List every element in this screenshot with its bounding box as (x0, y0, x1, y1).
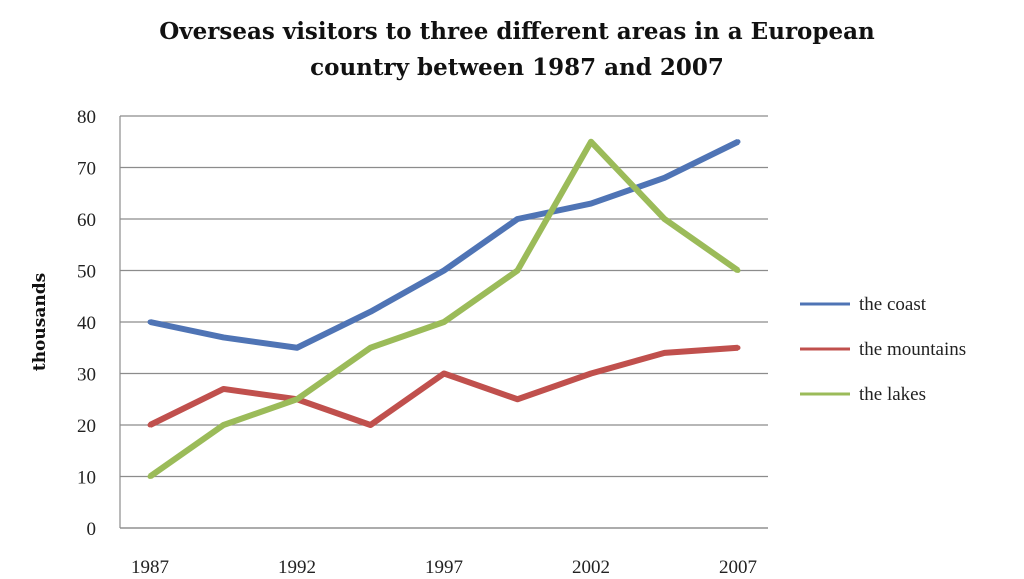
y-tick-label: 10 (77, 468, 96, 489)
data-point-the-lakes (441, 319, 447, 325)
data-point-the-lakes (662, 216, 667, 222)
x-tick-label: 1992 (278, 557, 316, 578)
data-point-the-lakes (221, 422, 226, 428)
y-tick-label: 40 (77, 313, 96, 334)
legend-label-the-coast: the coast (859, 294, 927, 315)
data-point-the-mountains (368, 422, 373, 428)
data-point-the-lakes (515, 268, 520, 273)
data-point-the-coast (147, 319, 153, 325)
y-tick-label: 80 (77, 107, 96, 128)
x-tick-label: 2007 (719, 557, 757, 578)
data-point-the-coast (221, 334, 226, 340)
data-point-the-lakes (294, 396, 300, 402)
data-point-the-coast (294, 345, 300, 351)
y-axis-label: thousands (30, 273, 50, 371)
chart-title-line-1: Overseas visitors to three different are… (159, 18, 875, 45)
data-point-the-coast (662, 175, 667, 181)
y-tick-label: 30 (77, 365, 96, 386)
data-point-the-coast (515, 216, 520, 222)
x-tick-label: 1987 (131, 557, 169, 578)
data-point-the-coast (441, 268, 447, 273)
data-point-the-coast (588, 201, 594, 207)
data-point-the-mountains (221, 386, 226, 392)
x-tick-label: 1997 (425, 557, 463, 578)
data-point-the-coast (368, 309, 373, 315)
y-tick-label: 0 (87, 519, 97, 540)
data-point-the-lakes (735, 268, 741, 273)
legend-label-the-lakes: the lakes (859, 384, 926, 405)
data-point-the-lakes (147, 474, 153, 479)
data-point-the-coast (735, 139, 741, 145)
data-point-the-mountains (662, 350, 667, 356)
data-point-the-mountains (441, 371, 447, 376)
data-point-the-mountains (515, 396, 520, 402)
data-point-the-mountains (588, 371, 594, 376)
x-tick-label: 2002 (572, 557, 610, 578)
legend-label-the-mountains: the mountains (859, 339, 966, 360)
data-point-the-mountains (735, 345, 741, 351)
series-line-the-lakes (148, 138, 740, 479)
y-tick-label: 70 (77, 159, 96, 180)
y-tick-label: 60 (77, 210, 96, 231)
chart-title-line-2: country between 1987 and 2007 (310, 54, 724, 81)
series-line-the-coast (149, 139, 740, 351)
y-tick-label: 50 (77, 262, 96, 283)
data-point-the-lakes (588, 139, 594, 145)
chart-title: Overseas visitors to three different are… (0, 14, 1024, 86)
y-tick-label: 20 (77, 416, 96, 437)
data-point-the-mountains (147, 422, 153, 428)
series-line-the-mountains (148, 344, 739, 428)
data-point-the-lakes (368, 345, 373, 351)
